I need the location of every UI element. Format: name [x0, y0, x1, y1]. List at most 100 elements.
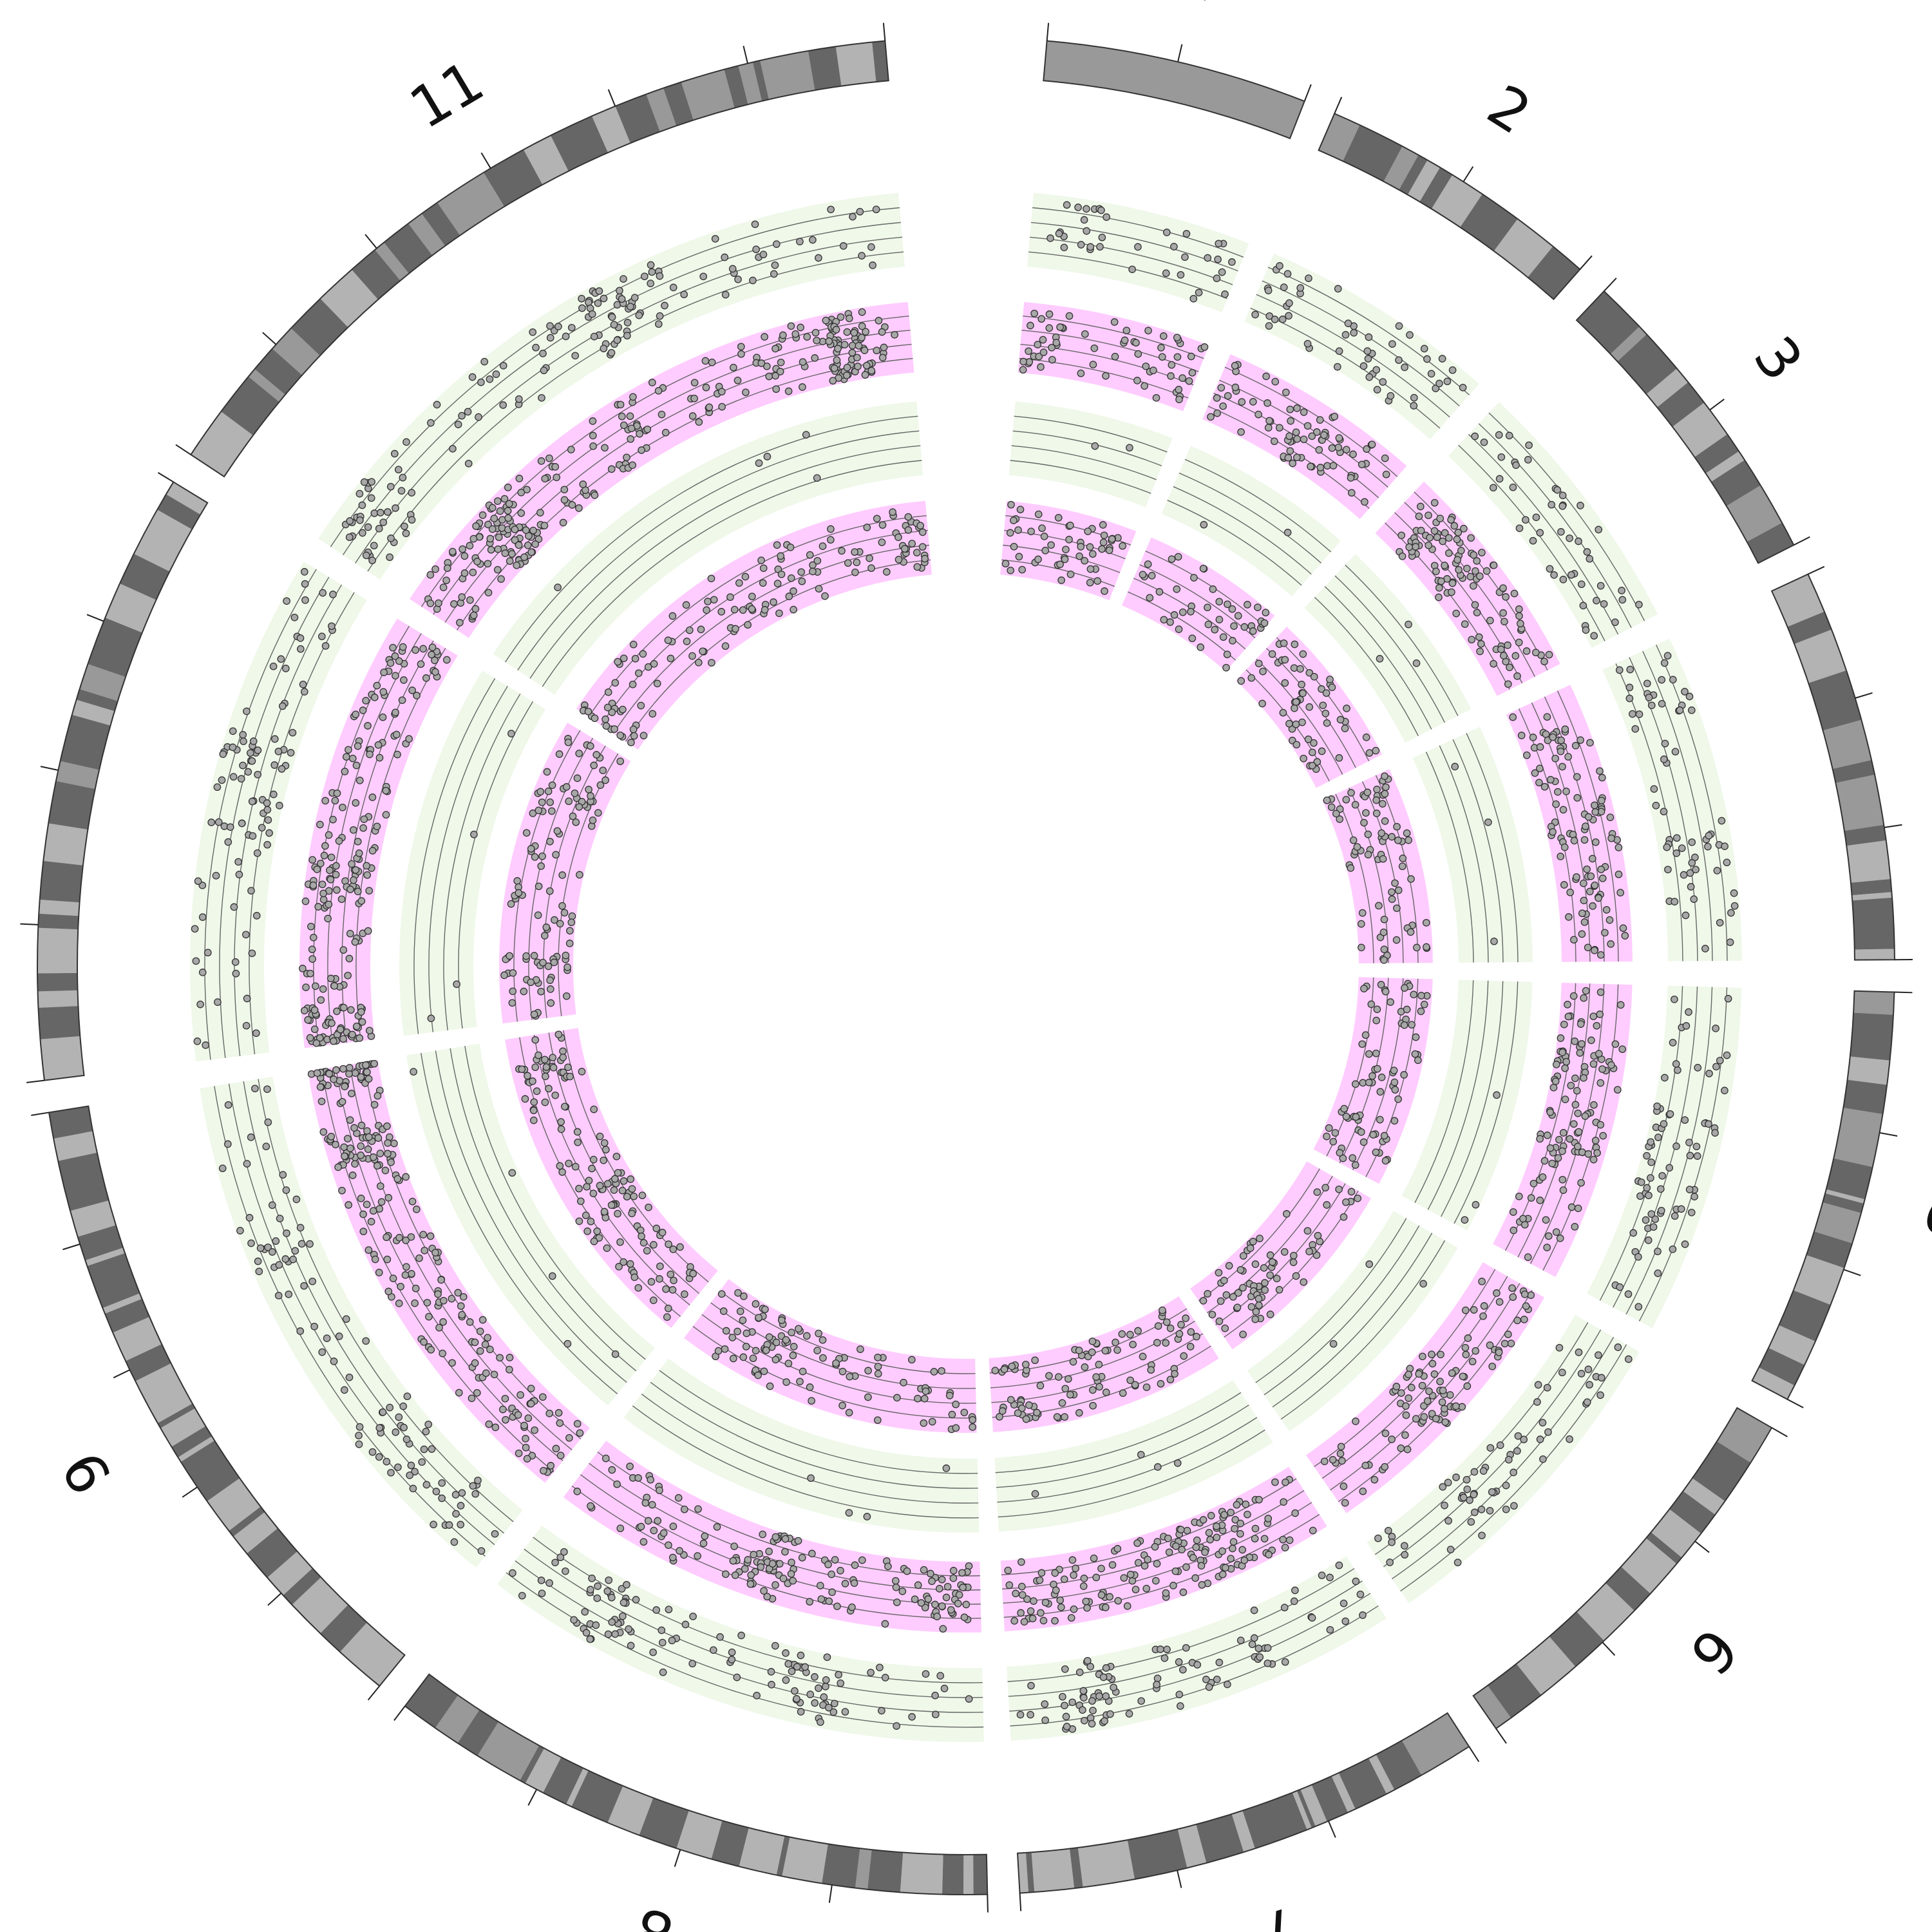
data-point — [1607, 1061, 1615, 1069]
data-point — [668, 612, 677, 620]
data-point — [1027, 527, 1035, 536]
data-point — [668, 1286, 677, 1294]
data-point — [1693, 1152, 1701, 1160]
data-point — [1088, 1337, 1097, 1345]
data-point — [419, 1231, 428, 1238]
data-point — [665, 1541, 672, 1549]
data-point — [1167, 372, 1175, 380]
data-point — [1305, 668, 1314, 677]
data-point — [562, 992, 571, 1000]
data-point — [1395, 322, 1403, 330]
cytoband — [1752, 1367, 1795, 1399]
data-point — [634, 1283, 643, 1292]
data-point — [383, 1122, 391, 1130]
data-point — [1278, 316, 1287, 323]
data-point — [469, 611, 478, 620]
data-point — [873, 515, 881, 523]
data-point — [1582, 987, 1590, 995]
cytoband — [776, 1835, 790, 1877]
data-point — [321, 642, 330, 650]
data-point — [1310, 739, 1318, 747]
data-point — [1372, 796, 1381, 804]
data-point — [1365, 333, 1373, 341]
data-point — [484, 520, 492, 529]
data-point — [793, 1695, 800, 1703]
data-point — [1658, 676, 1666, 684]
data-point — [428, 1445, 436, 1453]
track-4-points-7 — [991, 1306, 1200, 1423]
data-point — [350, 876, 357, 884]
data-point — [1182, 230, 1191, 238]
data-point — [1405, 836, 1412, 844]
data-point — [1281, 656, 1289, 664]
axis-tick — [1177, 1870, 1182, 1888]
track-4-points-3 — [1237, 639, 1380, 773]
data-point — [1089, 1707, 1097, 1714]
data-point — [591, 491, 599, 499]
cytoband — [104, 1298, 150, 1333]
track-2-points-2 — [1207, 361, 1390, 506]
track-gridline — [1267, 267, 1470, 395]
data-point — [1142, 1584, 1151, 1593]
data-point — [1166, 618, 1174, 626]
data-point — [484, 560, 492, 568]
data-point — [1504, 680, 1512, 688]
data-point — [627, 1175, 635, 1183]
data-point — [1533, 1398, 1541, 1406]
data-point — [1589, 902, 1596, 910]
data-point — [490, 515, 498, 522]
data-point — [545, 454, 553, 462]
data-point — [1539, 1419, 1547, 1426]
cytoband — [55, 761, 100, 790]
track-cell — [1322, 769, 1433, 963]
data-point — [1435, 379, 1443, 388]
data-point — [1459, 525, 1468, 533]
data-point — [1692, 866, 1700, 874]
track-cell — [1587, 985, 1742, 1329]
data-point — [371, 1255, 379, 1264]
data-point — [601, 776, 609, 784]
data-point — [1323, 1132, 1331, 1141]
data-point — [491, 1423, 500, 1432]
data-point — [1291, 640, 1299, 649]
data-point — [1583, 1398, 1591, 1406]
cytoband — [566, 1768, 589, 1807]
data-point — [582, 1211, 590, 1220]
data-point — [1187, 1328, 1195, 1336]
data-point — [325, 831, 333, 839]
data-point — [1436, 1378, 1444, 1386]
data-point — [1378, 1074, 1386, 1081]
data-point — [1398, 552, 1406, 560]
data-point — [596, 1132, 604, 1141]
data-point — [306, 1240, 314, 1248]
data-point — [238, 819, 246, 828]
data-point — [334, 1163, 342, 1171]
cytoband — [53, 1131, 97, 1161]
data-point — [370, 1059, 378, 1068]
data-point — [506, 952, 514, 960]
data-point — [363, 862, 371, 870]
data-point — [1308, 1614, 1316, 1622]
data-point — [1339, 1154, 1347, 1162]
data-point — [1687, 883, 1695, 891]
data-point — [604, 1630, 612, 1638]
cytoband — [1043, 41, 1305, 138]
data-point — [482, 1369, 490, 1378]
data-point — [1010, 1617, 1019, 1625]
data-point — [721, 253, 729, 261]
data-point — [460, 552, 469, 560]
data-point — [1193, 1332, 1200, 1341]
data-point — [1570, 837, 1578, 845]
data-point — [708, 659, 715, 667]
data-point — [562, 1567, 569, 1575]
data-point — [1300, 408, 1308, 416]
data-point — [1566, 888, 1575, 896]
data-point — [366, 750, 374, 759]
data-point — [1204, 254, 1212, 262]
cytoband — [160, 1408, 206, 1447]
data-point — [1271, 1478, 1279, 1486]
data-point — [556, 1553, 565, 1562]
data-point — [632, 1596, 640, 1604]
data-point — [1377, 981, 1385, 989]
data-point — [358, 501, 366, 509]
